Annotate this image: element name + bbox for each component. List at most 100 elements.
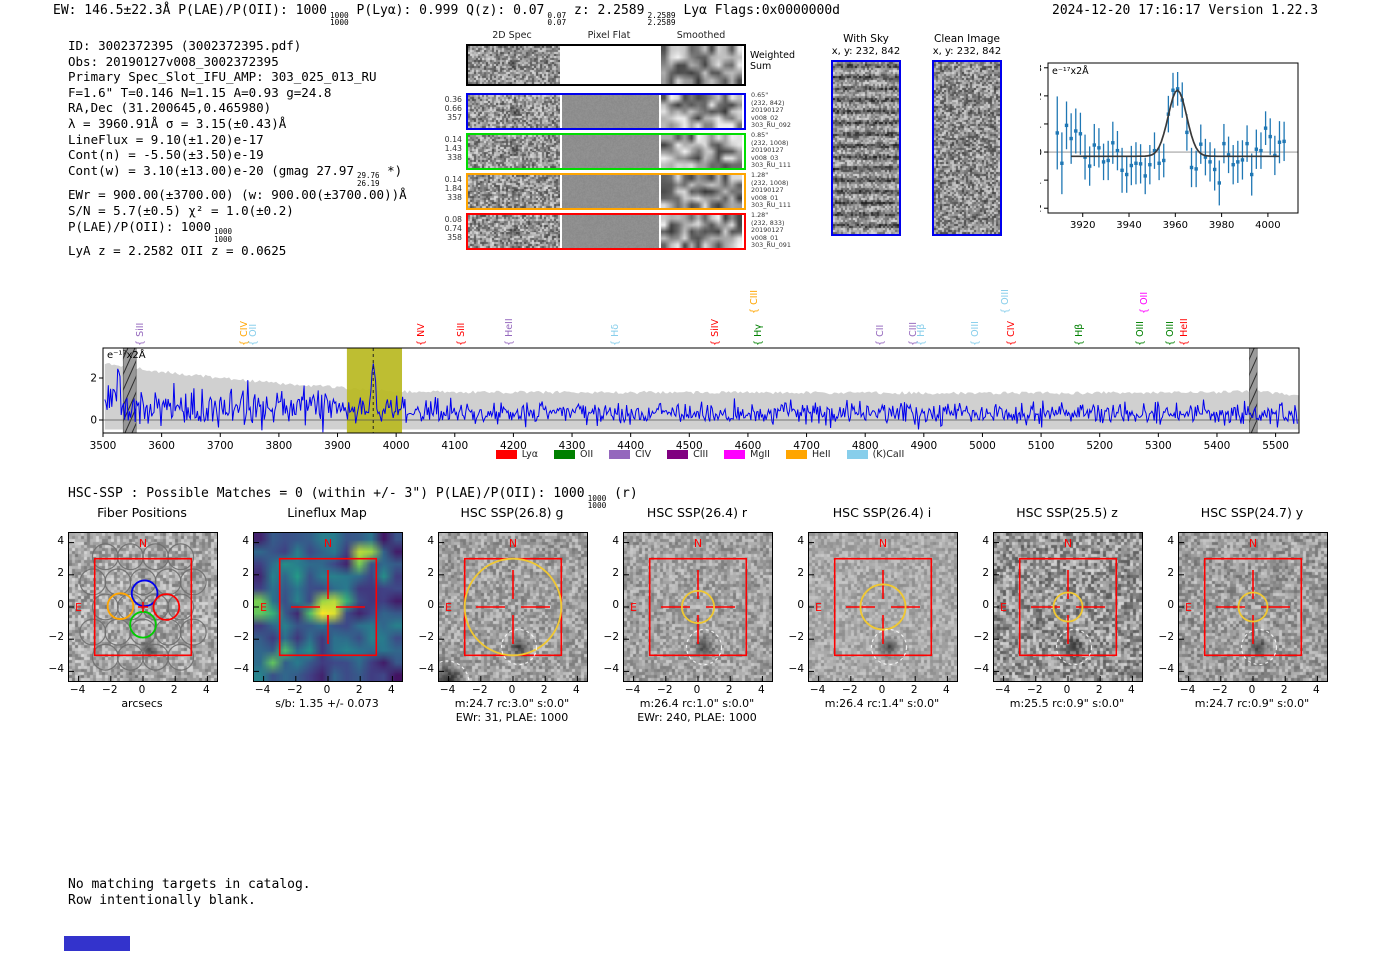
cutout-ytick: 0 <box>427 599 434 611</box>
spec2d-2dspec-image <box>468 215 560 248</box>
cutout-ytick: 2 <box>982 566 989 579</box>
cutout-caption2-r: EWr: 240, PLAE: 1000 <box>637 711 757 724</box>
cutout-xtick: 2 <box>355 684 363 696</box>
svg-text:e⁻¹⁷x2Å: e⁻¹⁷x2Å <box>107 348 146 361</box>
emission-line-label-OII: { OII <box>1139 291 1151 314</box>
emission-line-label-OIII: { OIII <box>1165 321 1177 346</box>
svg-text:2: 2 <box>1040 91 1042 102</box>
emission-line-label-Hβ: { Hβ <box>916 323 928 346</box>
svg-text:4600: 4600 <box>735 440 762 452</box>
spec2d-row <box>466 44 746 86</box>
spec2d-2dspec-image <box>468 135 560 168</box>
spec2d-pixelflat-image <box>562 135 659 168</box>
cutout-ytick: 0 <box>57 599 64 611</box>
svg-text:4400: 4400 <box>617 440 644 452</box>
cutout-ytick: −2 <box>788 631 804 644</box>
spec2d-pixelflat-image <box>562 215 659 248</box>
cutout-panel-fiber: Fiber Positions N E 4 2 0 −2 −4 −4 −2 0 2 4 arcsecs <box>49 505 218 735</box>
cutout-xtick: 2 <box>1280 684 1288 696</box>
svg-text:5500: 5500 <box>1262 440 1289 452</box>
stacked-fraction: 1000 1000 <box>214 226 233 244</box>
legend-item-CIII: CIII <box>667 449 708 460</box>
spec2d-row <box>466 133 746 170</box>
svg-text:E: E <box>445 601 452 614</box>
cutout-image-g <box>438 532 588 682</box>
cutout-ytick: −2 <box>603 631 619 644</box>
svg-text:4100: 4100 <box>441 440 468 452</box>
emission-line-label-SiIV: { SiIV <box>709 318 721 346</box>
cutout-ytick: 4 <box>427 534 434 547</box>
legend-label: Lyα <box>521 449 539 460</box>
svg-text:N: N <box>879 537 887 550</box>
cutout-image-z <box>993 532 1143 682</box>
spec2d-smoothed-image <box>661 215 742 248</box>
cutout-xtick: −4 <box>1179 684 1196 696</box>
svg-text:E: E <box>1000 601 1007 614</box>
cutout-ytick: 2 <box>57 566 64 579</box>
cutout-xtick: 4 <box>573 684 580 696</box>
cutout-overlay-y: NE <box>1179 537 1318 681</box>
cutout-overlay-lineflux: NE <box>254 537 393 681</box>
svg-text:E: E <box>1185 601 1192 614</box>
svg-text:4500: 4500 <box>676 440 703 452</box>
cutout-xtick: −4 <box>254 684 271 696</box>
legend-label: CIII <box>693 449 709 460</box>
legend-swatch <box>724 450 746 459</box>
cutout-xtick: −2 <box>472 684 488 696</box>
svg-text:N: N <box>509 537 517 550</box>
legend-swatch <box>846 450 868 459</box>
svg-text:5300: 5300 <box>1145 440 1172 452</box>
spec2d-smoothed-image <box>661 175 742 208</box>
cutout-panel-r: HSC SSP(26.4) r N E 4 2 0 −2 −4 −4 −2 0 2 4 m:26.4 rc… <box>604 505 773 735</box>
spec2d-col-title: Pixel Flat <box>587 30 631 41</box>
cutout-title-r: HSC SSP(26.4) r <box>646 505 748 520</box>
stacked-fraction: 2.2589 2.2589 <box>647 10 676 28</box>
cutout-title-lineflux: Lineflux Map <box>287 505 367 520</box>
cutout-xtick: 2 <box>1095 684 1103 696</box>
legend-label: OII <box>580 449 594 460</box>
legend-item-CIV: CIV <box>609 449 651 460</box>
cutout-overlay-z: NE <box>994 537 1133 681</box>
line-legend: Lyα OII CIV CIII MgII HeII (K)CaII <box>85 449 1315 460</box>
cutout-image-i <box>808 532 958 682</box>
full-spectrum-chart: 0 2 3500 3600 3700 3800 3900 4000 4100 4200 4300 44… <box>85 340 1315 465</box>
spec2d-row-weights: 0.14 1.43 338 <box>444 135 462 162</box>
cutout-xtick: 0 <box>1248 684 1256 696</box>
cutout-xtick: 4 <box>1313 684 1320 696</box>
cutout-ytick: 4 <box>982 534 989 547</box>
svg-text:3980: 3980 <box>1209 220 1234 231</box>
cutout-xtick: 4 <box>1128 684 1135 696</box>
with-sky-title: With Sky <box>843 33 889 45</box>
cutout-caption-lineflux: s/b: 1.35 +/- 0.073 <box>275 697 379 710</box>
svg-text:N: N <box>694 537 702 550</box>
cutout-xtick: 2 <box>910 684 918 696</box>
cutout-image-y <box>1178 532 1328 682</box>
cutout-title-y: HSC SSP(24.7) y <box>1200 505 1304 520</box>
svg-text:E: E <box>815 601 822 614</box>
cutout-xtick: −2 <box>287 684 303 696</box>
footer-depth-bar <box>64 936 130 951</box>
cutout-panel-y: HSC SSP(24.7) y N E 4 2 0 −2 −4 −4 −2 0 2 4 m:24.7 rc… <box>1159 505 1328 735</box>
cutout-ytick: 4 <box>242 534 249 547</box>
cutout-title-fiber: Fiber Positions <box>97 505 187 520</box>
spec2d-2dspec-image <box>468 95 560 128</box>
svg-text:N: N <box>139 537 147 550</box>
cutout-panel-i: HSC SSP(26.4) i N E 4 2 0 −2 −4 −4 −2 0 2 4 m:26.4 rc… <box>789 505 958 735</box>
svg-text:2: 2 <box>90 373 97 385</box>
cutout-xtick: 0 <box>508 684 516 696</box>
cutout-overlay-g: NE <box>439 537 578 681</box>
cutout-ytick: 2 <box>797 566 804 579</box>
spec2d-row <box>466 213 746 250</box>
cutout-caption-z: m:25.5 rc:0.9" s:0.0" <box>1009 697 1125 710</box>
cutout-xtick: 0 <box>693 684 701 696</box>
cutout-overlay-r: NE <box>624 537 763 681</box>
cutout-caption-r: m:26.4 rc:1.0" s:0.0" <box>639 697 755 710</box>
emission-line-label-Hβ: { Hβ <box>1073 323 1085 346</box>
spec2d-row-meta: 1.28" (232, 833) 20190127 v008_01 303_RU… <box>751 211 791 250</box>
cutout-ytick: 4 <box>797 534 804 547</box>
svg-text:4900: 4900 <box>910 440 937 452</box>
svg-text:3800: 3800 <box>266 440 293 452</box>
cutout-ytick: 4 <box>57 534 64 547</box>
spec2d-row-weights: 0.36 0.66 357 <box>444 95 462 122</box>
